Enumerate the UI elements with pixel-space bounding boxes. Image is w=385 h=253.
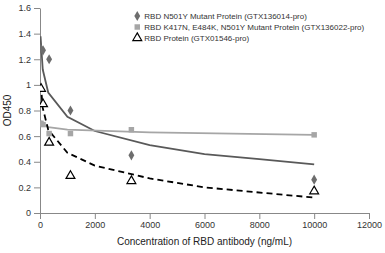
point [46,131,51,136]
point [66,171,75,179]
tick: 1 [26,80,40,90]
trend-line [41,85,314,198]
tick: 0 [38,213,43,230]
tick-label: 1 [26,80,31,90]
legend-marker [133,33,142,41]
tick-label: 0 [38,220,43,230]
trend-line [41,36,315,164]
legend-label: RBD K417N, E484K, N501Y Mutant Protein (… [144,23,364,32]
tick: 1.4 [18,29,40,39]
point [129,127,134,132]
x-axis: 0 2000 4000 6000 8000 10000 12000 [38,213,382,230]
tick-label: 12000 [357,220,382,230]
tick: 1.2 [18,55,40,65]
point [311,132,316,137]
tick-label: 1.2 [18,55,31,65]
tick: 0.2 [18,183,40,193]
point [40,99,47,107]
tick-label: 0.8 [18,106,31,116]
tick-mark [95,213,96,219]
point [46,54,52,64]
x-axis-title: Concentration of RBD antibody (ng/mL) [117,236,292,247]
point [127,176,136,184]
point [40,84,45,92]
tick-mark [34,213,40,214]
y-axis: 0 0.2 0.4 0.6 0.8 1 1.2 1.4 1.6 [18,3,40,218]
tick-mark [150,213,151,219]
tick-mark [40,213,41,219]
tick-label: 2000 [85,220,105,230]
legend-label: RBD Protein (GTX01546-pro) [144,34,249,43]
legend-item: RBD N501Y Mutant Protein (GTX136014-pro) [134,11,307,21]
tick-mark [34,111,40,112]
tick-label: 0.2 [18,183,31,193]
tick-label: 10000 [302,220,327,230]
tick-mark [34,8,40,9]
marks [40,36,319,197]
legend-item: RBD Protein (GTX01546-pro) [133,33,250,43]
tick: 0.8 [18,106,40,116]
tick: 12000 [357,213,382,230]
tick-mark [34,187,40,188]
tick-mark [314,213,315,219]
tick-label: 0.4 [18,157,31,167]
tick: 8000 [250,213,270,230]
tick-mark [34,136,40,137]
tick-mark [34,85,40,86]
tick: 2000 [85,213,105,230]
tick-label: 1.6 [18,3,31,13]
tick: 0.4 [18,157,40,167]
y-axis-title: OD450 [2,94,13,126]
tick-mark [369,213,370,219]
tick: 4000 [140,213,160,230]
trend-line [41,121,315,135]
tick-mark [34,59,40,60]
point [68,131,73,136]
tick-mark [259,213,260,219]
tick: 6000 [195,213,215,230]
tick-label: 0.6 [18,132,31,142]
tick: 0 [26,208,40,218]
tick: 10000 [302,213,327,230]
chart: 0 2000 4000 6000 8000 10000 12000 0 0.2 0.4 0.6 0.8… [0,0,385,253]
point [45,137,54,145]
tick-label: 6000 [195,220,215,230]
legend-item: RBD K417N, E484K, N501Y Mutant Protein (… [135,23,365,32]
tick-mark [205,213,206,219]
point [128,150,134,160]
plot: 0 2000 4000 6000 8000 10000 12000 0 0.2 0.4 0.6 0.8… [18,3,382,230]
tick-label: 8000 [250,220,270,230]
tick: 1.6 [18,3,40,13]
legend-label: RBD N501Y Mutant Protein (GTX136014-pro) [144,12,307,21]
tick-label: 4000 [140,220,160,230]
point [40,122,45,127]
point [40,45,46,55]
legend-marker [135,24,140,29]
tick-label: 0 [26,208,31,218]
tick-mark [34,162,40,163]
tick-mark [34,34,40,35]
point [311,175,317,185]
tick-label: 1.4 [18,29,31,39]
point [68,105,74,115]
legend: RBD N501Y Mutant Protein (GTX136014-pro)… [133,11,365,43]
tick: 0.6 [18,132,40,142]
point [310,186,319,194]
legend-marker [134,11,140,21]
